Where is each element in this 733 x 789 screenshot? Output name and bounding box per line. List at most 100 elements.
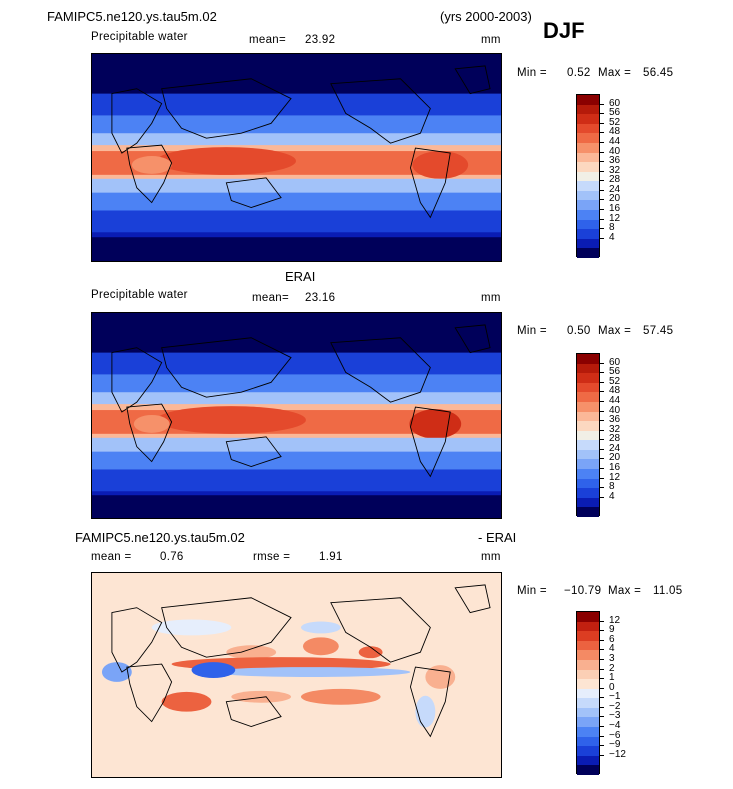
panel3-pos-a: [226, 645, 277, 660]
panel3-min-value: −10.79: [564, 585, 602, 597]
colorbar-tick: [600, 668, 604, 670]
colorbar-swatch: [577, 373, 599, 384]
colorbar-tick: [600, 697, 604, 699]
colorbar-swatch: [577, 621, 599, 632]
colorbar-label: 2: [609, 662, 615, 674]
colorbar-swatch: [577, 219, 599, 230]
panel2-amazon: [409, 409, 462, 439]
colorbar-label: 48: [609, 385, 621, 397]
panel3-coast-asia: [161, 597, 292, 658]
panel3-map-svg: [92, 573, 501, 777]
colorbar-tick: [600, 209, 604, 211]
colorbar-label: 9: [609, 624, 615, 636]
colorbar-swatch: [577, 392, 599, 403]
colorbar-label: 1: [609, 672, 615, 684]
colorbar-swatch: [577, 162, 599, 173]
panel1-band-n3: [92, 133, 501, 150]
panel3-coast-samerica: [409, 666, 451, 738]
panel1-coast-samerica: [409, 147, 451, 219]
colorbar-tick: [600, 103, 604, 105]
colorbar-label: 52: [609, 116, 621, 128]
panel3-mean-value: 0.76: [160, 551, 184, 563]
colorbar-tick: [600, 381, 604, 383]
colorbar-tick: [600, 639, 604, 641]
colorbar-swatch: [577, 707, 599, 718]
panel2-band-s1: [92, 437, 501, 454]
colorbar-label: 36: [609, 155, 621, 167]
colorbar-label: 4: [609, 490, 615, 502]
panel3-units: mm: [481, 551, 501, 563]
panel3-max-label: Max =: [608, 585, 642, 597]
panel1-map: [91, 53, 502, 262]
colorbar-swatch: [577, 440, 599, 451]
colorbar-tick: [600, 658, 604, 660]
colorbar-label: −12: [609, 748, 626, 760]
colorbar-tick: [600, 237, 604, 239]
colorbar-tick: [600, 448, 604, 450]
colorbar-label: 6: [609, 633, 615, 645]
colorbar-swatch: [577, 152, 599, 163]
colorbar-label: −3: [609, 710, 621, 722]
colorbar-label: −6: [609, 729, 621, 741]
colorbar-swatch: [577, 727, 599, 738]
colorbar-tick: [600, 218, 604, 220]
panel2-units: mm: [481, 292, 501, 304]
panel1-min-value: 0.52: [567, 67, 591, 79]
colorbar-tick: [600, 477, 604, 479]
panel3-pos-g: [425, 665, 456, 689]
colorbar-swatch: [577, 478, 599, 489]
colorbar-label: 12: [609, 212, 621, 224]
colorbar-swatch: [577, 640, 599, 651]
colorbar-swatch: [577, 698, 599, 709]
panel3-pos-c: [358, 646, 383, 659]
panel1-warmpool: [156, 147, 297, 175]
panel1-mean-value: 23.92: [305, 34, 336, 46]
panel3-pos-f: [231, 690, 292, 703]
panel3-rmse-value: 1.91: [319, 551, 343, 563]
colorbar-label: −4: [609, 720, 621, 732]
panel1-band-s1: [92, 178, 501, 195]
colorbar-tick: [600, 420, 604, 422]
colorbar-tick: [600, 199, 604, 201]
panel3-min-label: Min =: [517, 585, 547, 597]
colorbar-label: 12: [609, 614, 621, 626]
panel1-min-label: Min =: [517, 67, 547, 79]
panel1-africa: [131, 156, 172, 174]
panel3-pos-e: [300, 688, 381, 705]
colorbar-label: −9: [609, 739, 621, 751]
panel2-coast-europe: [111, 347, 163, 413]
colorbar-tick: [600, 161, 604, 163]
panel1-coast-greenland: [454, 65, 491, 95]
panel3-colorbar: [576, 611, 600, 776]
colorbar-swatch: [577, 382, 599, 393]
colorbar-swatch: [577, 497, 599, 508]
colorbar-tick: [600, 113, 604, 115]
colorbar-tick: [600, 745, 604, 747]
colorbar-tick: [600, 458, 604, 460]
colorbar-label: 3: [609, 652, 615, 664]
panel2-coast-asia: [161, 337, 292, 398]
panel1-polar-south: [92, 237, 501, 261]
colorbar-swatch: [577, 421, 599, 432]
panel1-coast-asia: [161, 78, 292, 139]
panel2-mean-label: mean=: [252, 292, 289, 304]
colorbar-label: 40: [609, 145, 621, 157]
panel2-coast-australia: [225, 436, 282, 467]
panel2-max-value: 57.45: [643, 325, 674, 337]
colorbar-tick: [600, 122, 604, 124]
panel2-map-svg: [92, 313, 501, 518]
colorbar-label: −2: [609, 700, 621, 712]
colorbar-swatch: [577, 449, 599, 460]
panel1-coast-africa: [126, 144, 173, 204]
panel1-units: mm: [481, 34, 501, 46]
panel2-mean-value: 23.16: [305, 292, 336, 304]
colorbar-label: 60: [609, 97, 621, 109]
colorbar-label: 28: [609, 174, 621, 186]
colorbar-label: 56: [609, 107, 621, 119]
panel3-title: FAMIPC5.ne120.ys.tau5m.02: [75, 530, 245, 545]
colorbar-swatch: [577, 746, 599, 757]
colorbar-tick: [600, 706, 604, 708]
colorbar-label: 36: [609, 414, 621, 426]
panel3-rmse-label: rmse =: [253, 551, 291, 563]
colorbar-swatch: [577, 114, 599, 125]
